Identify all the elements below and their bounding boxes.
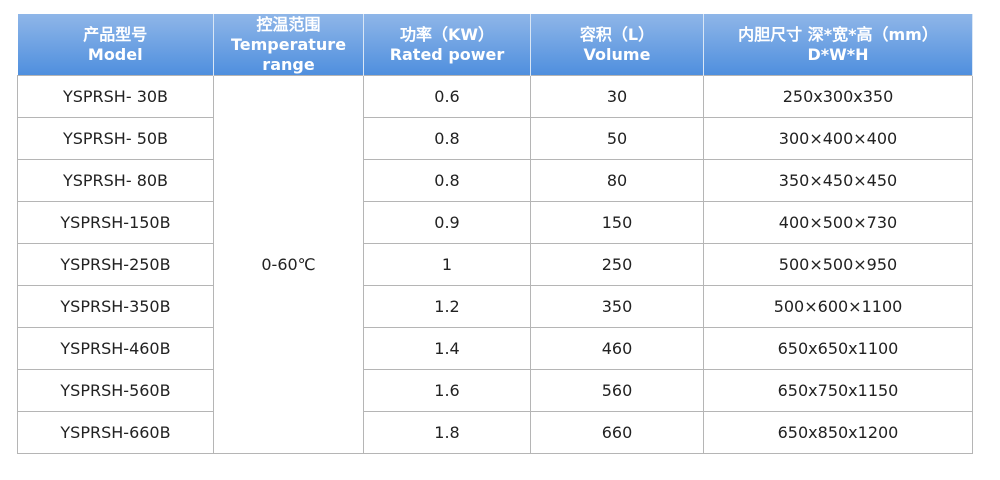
- cell: YSPRSH-350B: [17, 285, 214, 328]
- table-row: YSPRSH-560B 1.6 560 650x750x1150: [17, 369, 973, 412]
- cell: YSPRSH-460B: [17, 327, 214, 370]
- cell: 500×500×950: [703, 243, 973, 286]
- cell: 500×600×1100: [703, 285, 973, 328]
- table-row: YSPRSH- 30B 0-60℃ 0.6 30 250x300x350: [17, 75, 973, 454]
- cell: 1.2: [363, 285, 531, 328]
- header-text: Rated power: [389, 44, 505, 64]
- header-cell: 产品型号 Model: [17, 14, 214, 76]
- cell: YSPRSH- 80B: [17, 159, 214, 202]
- header-text: Volume: [583, 44, 651, 64]
- cell: 300×400×400: [703, 117, 973, 160]
- header-cell: 容积（L） Volume: [530, 14, 704, 76]
- cell: 30: [530, 75, 704, 118]
- cell: 1.6: [363, 369, 531, 412]
- header-text: 容积（L）: [579, 24, 655, 44]
- cell: YSPRSH-660B: [17, 411, 214, 454]
- table-body: YSPRSH- 30B 0-60℃ 0.6 30 250x300x350 YSPRSH- …: [17, 75, 973, 454]
- cell: YSPRSH- 30B: [17, 75, 214, 118]
- cell: 1.8: [363, 411, 531, 454]
- cell: 460: [530, 327, 704, 370]
- cell: 80: [530, 159, 704, 202]
- cell: 0.9: [363, 201, 531, 244]
- header-row: 产品型号 Model 控温范围 Temperature range 功率（KW） Rate…: [17, 14, 973, 76]
- cell: 1: [363, 243, 531, 286]
- header-cell: 功率（KW） Rated power: [363, 14, 531, 76]
- header-text: 功率（KW）: [399, 24, 495, 44]
- cell: 0.8: [363, 159, 531, 202]
- spec-table: 产品型号 Model 控温范围 Temperature range 功率（KW） Rate…: [17, 14, 973, 454]
- header-text: Model: [87, 44, 143, 64]
- cell: 350×450×450: [703, 159, 973, 202]
- cell: 250x300x350: [703, 75, 973, 118]
- cell: 250: [530, 243, 704, 286]
- table-row: YSPRSH-150B 0.9 150 400×500×730: [17, 201, 973, 244]
- cell: 150: [530, 201, 704, 244]
- header-cell: 内胆尺寸 深*宽*高（mm） D*W*H: [703, 14, 973, 76]
- cell: 0.6: [363, 75, 531, 118]
- header-cell: 控温范围 Temperature range: [213, 14, 364, 76]
- table-row: YSPRSH-660B 1.8 660 650x850x1200: [17, 411, 973, 454]
- table-row: YSPRSH-460B 1.4 460 650x650x1100: [17, 327, 973, 370]
- table-row: YSPRSH- 80B 0.8 80 350×450×450: [17, 159, 973, 202]
- header-text: 控温范围: [256, 14, 321, 34]
- cell: 660: [530, 411, 704, 454]
- cell: 650x650x1100: [703, 327, 973, 370]
- cell: YSPRSH-560B: [17, 369, 214, 412]
- header-text: 产品型号: [83, 24, 148, 44]
- cell: 0.8: [363, 117, 531, 160]
- header-text: 内胆尺寸 深*宽*高（mm）: [738, 24, 938, 44]
- table-row: YSPRSH-250B 1 250 500×500×950: [17, 243, 973, 286]
- table-row: YSPRSH- 50B 0.8 50 300×400×400: [17, 117, 973, 160]
- cell: YSPRSH-250B: [17, 243, 214, 286]
- cell: 50: [530, 117, 704, 160]
- cell: 650x750x1150: [703, 369, 973, 412]
- header-text: Temperature range: [230, 34, 347, 74]
- cell: YSPRSH- 50B: [17, 117, 214, 160]
- temperature-cell: 0-60℃: [213, 75, 364, 454]
- table-row: YSPRSH-350B 1.2 350 500×600×1100: [17, 285, 973, 328]
- cell: 1.4: [363, 327, 531, 370]
- cell: 400×500×730: [703, 201, 973, 244]
- cell: 350: [530, 285, 704, 328]
- cell: 650x850x1200: [703, 411, 973, 454]
- header-text: D*W*H: [807, 44, 869, 64]
- cell: 560: [530, 369, 704, 412]
- cell: YSPRSH-150B: [17, 201, 214, 244]
